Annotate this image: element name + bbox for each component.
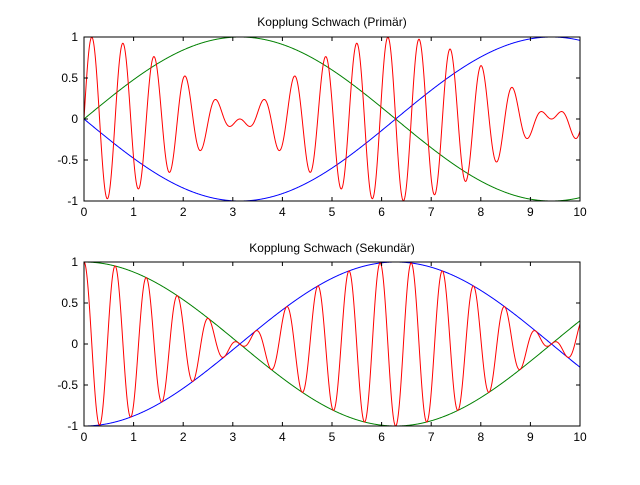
x-tick-label: 3 xyxy=(229,430,236,444)
x-tick-label: 3 xyxy=(229,205,236,219)
carrier-line xyxy=(84,262,580,426)
lower-envelope-line xyxy=(84,37,580,201)
upper-envelope-line xyxy=(84,262,580,426)
x-tick-label: 8 xyxy=(477,205,484,219)
y-tick-label: -1 xyxy=(67,194,78,208)
y-tick-label: -1 xyxy=(67,419,78,433)
x-tick-label: 10 xyxy=(573,205,587,219)
y-tick-label: 0.5 xyxy=(61,296,78,310)
x-tick-label: 1 xyxy=(130,430,137,444)
x-tick-label: 7 xyxy=(428,205,435,219)
axes-secondary: Kopplung Schwach (Sekundär) 0 1 2 3 4 5 6 7 8 9 10… xyxy=(57,241,587,444)
y-tick-label: 0 xyxy=(71,337,78,351)
x-tick-label: 8 xyxy=(477,430,484,444)
x-tick-label: 6 xyxy=(378,430,385,444)
x-tick-label: 6 xyxy=(378,205,385,219)
x-tick-label: 0 xyxy=(81,205,88,219)
axes-primary: Kopplung Schwach (Primär) 0 1 2 3 4 5 6 7 8 9 1010… xyxy=(57,15,587,219)
x-tick-label: 5 xyxy=(329,430,336,444)
x-tick-label: 10 xyxy=(573,430,587,444)
title-primary: Kopplung Schwach (Primär) xyxy=(257,15,406,29)
x-tick-label: 1 xyxy=(130,205,137,219)
x-tick-label: 7 xyxy=(428,430,435,444)
x-tick-label: 4 xyxy=(279,430,286,444)
plot-area-secondary xyxy=(83,261,581,427)
lower-envelope-line xyxy=(84,262,580,426)
x-tick-label: 9 xyxy=(527,430,534,444)
upper-envelope-line xyxy=(84,37,580,201)
plot-area-primary xyxy=(83,36,581,202)
x-tick-label: 5 xyxy=(329,205,336,219)
x-tick-label: 4 xyxy=(279,205,286,219)
x-tick-label: 0 xyxy=(81,430,88,444)
y-tick-label: 1 xyxy=(71,30,78,44)
y-tick-label: -0.5 xyxy=(57,153,78,167)
y-tick-label: 0 xyxy=(71,112,78,126)
carrier-line xyxy=(84,37,580,201)
x-tick-label: 9 xyxy=(527,205,534,219)
y-tick-label: -0.5 xyxy=(57,378,78,392)
y-tick-label: 1 xyxy=(71,255,78,269)
title-secondary: Kopplung Schwach (Sekundär) xyxy=(249,241,414,255)
x-tick-label: 2 xyxy=(180,430,187,444)
y-tick-label: 0.5 xyxy=(61,71,78,85)
x-tick-label: 2 xyxy=(180,205,187,219)
